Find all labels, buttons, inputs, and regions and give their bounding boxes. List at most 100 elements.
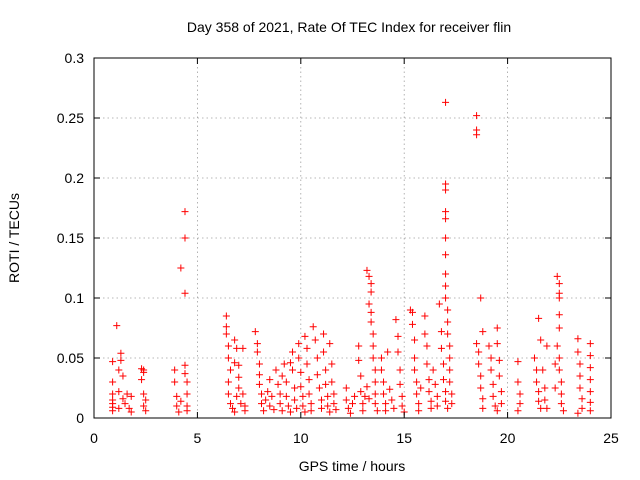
data-point — [442, 98, 450, 106]
data-point — [514, 378, 522, 386]
data-point — [574, 348, 582, 356]
data-point — [487, 366, 495, 374]
data-point — [371, 366, 379, 374]
data-point — [117, 349, 125, 357]
data-point — [328, 360, 336, 368]
data-point — [551, 360, 559, 368]
data-point — [138, 376, 146, 384]
data-point — [413, 378, 421, 386]
data-point — [317, 404, 325, 412]
data-point — [239, 344, 247, 352]
data-point — [109, 378, 117, 386]
data-point — [411, 336, 419, 344]
data-point — [442, 180, 450, 188]
data-point — [442, 234, 450, 242]
data-point — [311, 336, 319, 344]
data-point — [286, 359, 294, 367]
data-point — [351, 392, 359, 400]
axis-ticks — [93, 57, 612, 419]
data-point — [322, 380, 330, 388]
data-point — [299, 392, 307, 400]
data-point — [181, 289, 189, 297]
data-point — [369, 330, 377, 338]
data-point — [224, 354, 232, 362]
data-point — [109, 396, 117, 404]
x-tick-label: 5 — [194, 430, 202, 446]
data-point — [485, 342, 493, 350]
data-point — [332, 406, 340, 414]
data-point — [380, 378, 388, 386]
data-point — [231, 408, 239, 416]
data-point — [489, 380, 497, 388]
data-point — [491, 402, 499, 410]
data-point — [140, 390, 148, 398]
data-point — [224, 342, 232, 350]
data-point — [516, 390, 524, 398]
data-point — [553, 342, 561, 350]
data-point — [363, 266, 371, 274]
data-point — [278, 372, 286, 380]
x-tick-label: 20 — [500, 430, 516, 446]
data-point — [537, 336, 545, 344]
data-point — [253, 348, 261, 356]
data-point — [255, 360, 263, 368]
data-point — [344, 404, 352, 412]
data-point — [439, 360, 447, 368]
data-point — [493, 324, 501, 332]
x-tick-label: 0 — [90, 430, 98, 446]
data-point — [357, 372, 365, 380]
data-point — [233, 392, 241, 400]
data-point — [497, 388, 505, 396]
data-point — [260, 407, 268, 415]
data-point — [251, 328, 259, 336]
data-point — [535, 388, 543, 396]
data-point — [142, 407, 150, 415]
data-point — [530, 354, 538, 362]
data-point — [235, 361, 243, 369]
grid-lines — [94, 58, 611, 418]
data-point — [330, 400, 338, 408]
data-point — [442, 186, 450, 194]
data-point — [115, 366, 123, 374]
data-point — [371, 400, 379, 408]
data-point — [578, 404, 586, 412]
data-point — [541, 384, 549, 392]
data-point — [448, 400, 456, 408]
data-point — [539, 366, 547, 374]
tick-labels: 0 5 10 15 20 25 0 0.05 0.1 0.15 0.2 0.25 0.3 — [57, 50, 619, 446]
data-point — [559, 407, 567, 415]
data-point — [555, 354, 563, 362]
data-point — [322, 366, 330, 374]
data-point — [398, 402, 406, 410]
data-point — [171, 378, 179, 386]
data-point — [222, 323, 230, 331]
data-point — [423, 342, 431, 350]
data-point — [557, 378, 565, 386]
data-point — [425, 388, 433, 396]
data-point — [264, 388, 272, 396]
data-point — [444, 318, 452, 326]
data-point — [442, 270, 450, 278]
data-point — [328, 378, 336, 386]
data-point — [551, 384, 559, 392]
data-point — [473, 340, 481, 348]
data-point — [342, 396, 350, 404]
data-point — [359, 407, 367, 415]
data-point — [286, 408, 294, 416]
data-point — [274, 380, 282, 388]
data-point — [320, 330, 328, 338]
data-point — [514, 358, 522, 366]
data-point — [377, 366, 385, 374]
data-point — [355, 342, 363, 350]
data-point — [284, 402, 292, 410]
data-point — [226, 400, 234, 408]
data-point — [442, 388, 450, 396]
data-point — [359, 400, 367, 408]
data-point — [417, 384, 425, 392]
data-point — [270, 406, 278, 414]
data-point — [396, 380, 404, 388]
data-point — [427, 397, 435, 405]
data-point — [346, 409, 354, 417]
data-point — [278, 407, 286, 415]
